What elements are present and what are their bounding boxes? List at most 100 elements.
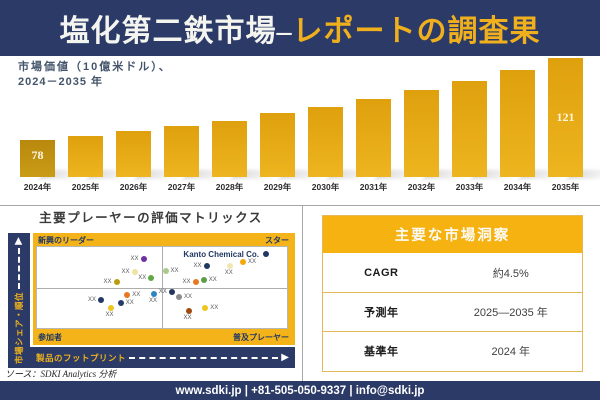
scatter-point: XX (121, 268, 138, 275)
scatter-point: XX (106, 304, 114, 318)
scatter-point: XX (176, 294, 192, 301)
x-axis-tick-2027年: 2027年 (167, 182, 196, 192)
scatter-point-label: XX (193, 262, 202, 269)
insights-table-body: CAGR 約4.5% 予測年 2025—2035 年基準年 2024 年 (323, 253, 582, 370)
bar-value-label-last: 121 (556, 110, 575, 124)
scatter-point: XX (149, 291, 157, 304)
x-axis-tick-2024年: 2024年 (23, 182, 52, 192)
scatter-point: XX (130, 255, 147, 262)
quadrant-label-stars: スター (265, 236, 289, 245)
x-axis-tick-2033年: 2033年 (455, 182, 484, 192)
scatter-point-label: XX (182, 278, 191, 285)
x-axis-tick-2029年: 2029年 (263, 182, 292, 192)
bar-value-label-first: 78 (31, 148, 44, 162)
scatter-point-label: XX (158, 289, 167, 296)
scatter-point-label: XX (248, 258, 257, 265)
report-title-banner: 塩化第二鉄市場– レポートの調査果 (0, 0, 600, 56)
matrix-title: 主要プレーヤーの評価マトリックス (39, 211, 263, 225)
bar-chart-title-line2: 2024－2035 年 (18, 76, 103, 88)
scatter-point: XX (117, 300, 134, 307)
scatter-point: XX (184, 307, 192, 321)
scatter-point-label: XX (210, 305, 219, 312)
bar-2026年 (116, 131, 151, 177)
matrix-y-axis-dashes (18, 247, 20, 289)
scatter-point-label: XX (183, 314, 192, 321)
insights-row-label: 予測年 (364, 307, 399, 319)
scatter-point-label: XX (138, 275, 147, 282)
footer-contact-bar: www.sdki.jp | +81-505-050-9337 | info@sd… (0, 381, 600, 400)
scatter-point-label: XX (121, 268, 130, 275)
bar-2032年 (404, 90, 439, 177)
x-axis-tick-2026年: 2026年 (119, 182, 148, 192)
bar-2033年 (452, 81, 487, 177)
quadrant-label-participants: 参加者 (38, 333, 62, 342)
matrix-y-axis-bar: 市場シェア・順位 ▶ (8, 233, 30, 368)
bar-2035年: 121 (548, 58, 583, 177)
up-arrow-icon: ▶ (13, 237, 24, 245)
scatter-point: XX (124, 291, 140, 298)
bar-2029年 (260, 113, 295, 177)
matrix-mid-horizontal-line (37, 287, 287, 289)
x-axis-tick-2034年: 2034年 (503, 182, 532, 192)
scatter-point-label: XX (132, 291, 141, 298)
bar-2027年 (164, 126, 199, 177)
insights-row-CAGR: CAGR 約4.5% (323, 253, 582, 292)
quadrant-label-pervasive-players: 普及プレーヤー (233, 333, 289, 342)
matrix-x-axis-dashes (129, 356, 279, 359)
scatter-point: XX (182, 278, 199, 285)
scatter-point-label: XX (208, 277, 217, 284)
scatter-point-label: XX (224, 270, 233, 277)
insights-row-value: 2025—2035 年 (473, 307, 548, 319)
horizontal-divider (0, 205, 600, 206)
scatter-point-label: XX (125, 300, 134, 307)
bar-2034年 (500, 70, 535, 177)
bar-2025年 (68, 136, 103, 177)
insights-row-value: 2024 年 (491, 346, 531, 358)
scatter-point: XX (159, 289, 175, 296)
vertical-divider (302, 205, 303, 381)
insights-table-header: 主要な市場洞察 (323, 216, 582, 253)
x-axis-tick-2031年: 2031年 (359, 182, 388, 192)
scatter-point: XX (240, 258, 256, 265)
market-insights-table: 主要な市場洞察 CAGR 約4.5% 予測年 2025—2035 年基準年 2024 年 (322, 215, 583, 372)
right-arrow-icon: ▶ (281, 351, 289, 363)
scatter-point-kanto-chemical (263, 250, 270, 257)
bar-2028年 (212, 121, 247, 177)
x-axis-tick-2030年: 2030年 (311, 182, 340, 192)
scatter-point: XX (138, 275, 155, 282)
matrix-y-axis-label: 市場シェア・順位 (14, 291, 24, 364)
scatter-point-label: XX (103, 279, 112, 286)
scatter-point-label: XX (184, 294, 193, 301)
bar-2030年 (308, 107, 343, 177)
scatter-point-label: XX (130, 255, 139, 262)
report-title-findings: レポートの調査果 (292, 15, 541, 48)
bar-2031年 (356, 99, 391, 177)
x-axis-tick-2035年: 2035年 (551, 182, 580, 192)
company-annotation: Kanto Chemical Co. (183, 250, 259, 259)
report-title-market: 塩化第二鉄市場– (59, 15, 293, 48)
x-axis-tick-2032年: 2032年 (407, 182, 436, 192)
insights-row-value: 約4.5% (492, 267, 529, 280)
x-axis-tick-2028年: 2028年 (215, 182, 244, 192)
scatter-point-label: XX (87, 296, 96, 303)
scatter-point-label: XX (105, 311, 114, 318)
source-note: ソース：SDKI Analytics 分析 (5, 369, 117, 379)
matrix-x-axis-label: 製品のフットプリント (36, 352, 127, 363)
bar-chart-title: 市場価値（10億米ドル）、 2024－2035 年 (18, 60, 172, 90)
bar-2024年: 78 (20, 140, 55, 177)
scatter-point: XX (202, 305, 218, 312)
matrix-plot: Kanto Chemical Co. XX XX XX XX XX XX XX XX XX XX X… (36, 246, 288, 329)
insights-row-label: CAGR (364, 266, 399, 279)
scatter-point: XX (193, 262, 210, 269)
matrix-frame: 新興のリーダー スター 参加者 普及プレーヤー Kanto Chemical C… (33, 233, 295, 345)
scatter-point-label: XX (149, 298, 158, 305)
matrix-y-axis-inner: 市場シェア・順位 ▶ (8, 233, 30, 368)
insights-row-基準年: 基準年 2024 年 (323, 331, 582, 370)
matrix-x-axis-bar: 製品のフットプリント ▶ (30, 347, 295, 368)
insights-row-予測年: 予測年 2025—2035 年 (323, 292, 582, 331)
bar-chart-title-line1: 市場価値（10億米ドル）、 (18, 61, 172, 73)
scatter-point: XX (88, 296, 104, 303)
scatter-point: XX (162, 268, 179, 275)
scatter-point: XX (103, 279, 120, 286)
scatter-point: XX (225, 263, 233, 276)
